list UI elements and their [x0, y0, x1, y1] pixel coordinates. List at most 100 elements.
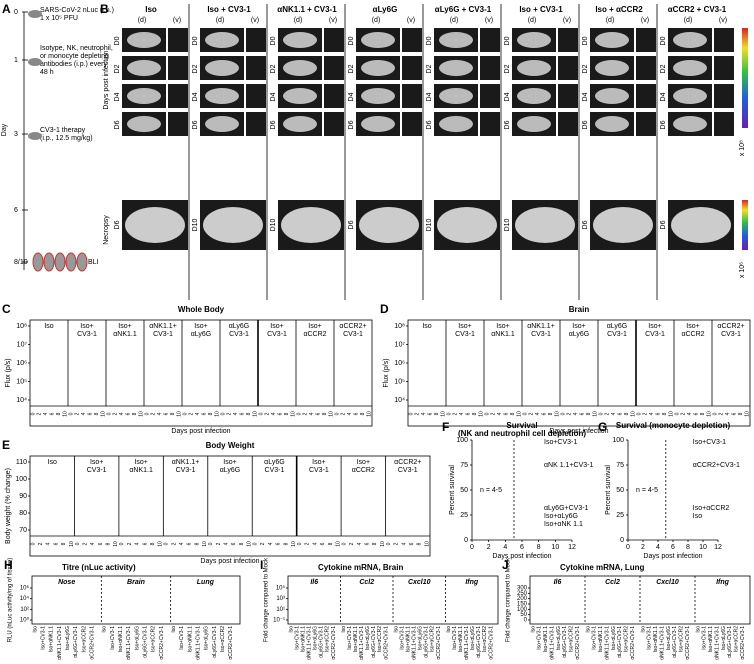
mouse-icon: [65, 252, 77, 272]
y-tick-label: 200: [517, 596, 528, 602]
x-tick-label: 0: [68, 412, 74, 415]
group-label: CV3-1: [531, 331, 551, 338]
mouse-body: [517, 32, 551, 48]
bli-image: [714, 56, 734, 80]
x-tick-label: Iso+αCCR2: [81, 626, 87, 652]
x-tick-label: αCCR2+CV3-1: [228, 626, 234, 660]
x-tick-label: 8: [283, 542, 289, 545]
x-tick-label: 8: [208, 412, 214, 415]
day-label: D4: [114, 92, 121, 101]
day-label: D6: [348, 120, 355, 129]
mouse-body: [127, 116, 161, 132]
x-tick-label: 6: [187, 542, 193, 545]
x-tick-label: 8: [106, 542, 112, 545]
view-label: (v): [719, 17, 727, 24]
group-label: Iso+: [118, 323, 131, 330]
x-tick-label: 6: [316, 412, 322, 415]
section-label: Ccl2: [605, 579, 620, 586]
day-label: D6: [582, 120, 589, 129]
group-label: CV3-1: [267, 331, 287, 338]
protocol-text: SARS-CoV-2 nLuc (i.n.): [40, 7, 114, 14]
day-label: D6: [660, 120, 667, 129]
x-tick-label: 6: [126, 412, 132, 415]
mouse-body: [361, 32, 395, 48]
mouse-body: [283, 60, 317, 76]
x-tick-label: 10: [478, 411, 484, 417]
x-tick-label: 10: [516, 411, 522, 417]
day-label: D0: [192, 36, 199, 45]
bli-image: [480, 112, 500, 136]
axis-label: Days post infection: [492, 553, 551, 560]
bli-image: [246, 112, 266, 136]
x-tick-label: Iso: [446, 626, 452, 633]
x-tick-label: 10: [138, 411, 144, 417]
scale-label: x 10⁶: [739, 262, 746, 278]
legend-label: Iso: [693, 513, 702, 520]
x-tick-label: αCCR2+CV3-1: [575, 626, 581, 660]
day-label: D6: [504, 120, 511, 129]
x-tick-label: Iso+αLy6G: [556, 626, 562, 650]
y-tick-label: 75: [616, 462, 624, 469]
group-label: αCCR2+: [717, 323, 744, 330]
group-title: Iso + CV3-1: [207, 5, 251, 14]
x-tick-label: αCCR2+CV3-1: [740, 626, 746, 660]
mouse-body: [361, 60, 395, 76]
group-label: αNK1.1+: [172, 459, 200, 466]
x-tick-label: 4: [401, 542, 407, 545]
x-tick-label: 4: [573, 412, 579, 415]
group-label: αNK1.1+: [527, 323, 555, 330]
x-tick-label: 0: [484, 412, 490, 415]
group-label: Iso+: [572, 323, 585, 330]
x-tick-label: 2: [487, 544, 491, 551]
y-tick-label: 50: [520, 612, 527, 618]
x-tick-label: αNK1.1+CV3-1: [359, 626, 365, 660]
x-tick-label: Iso: [393, 626, 399, 633]
x-tick-label: αNK1.1+CV3-1: [549, 626, 555, 660]
legend-label: Iso+CV3-1: [544, 439, 577, 446]
x-tick-label: 4: [81, 412, 87, 415]
group-label: αLy6G: [264, 459, 285, 466]
axis-label: Fold change compared to Mock: [264, 557, 270, 642]
x-tick-label: Iso+CV3-1: [452, 626, 458, 650]
x-tick-label: Iso+αNK1.1: [300, 626, 306, 653]
x-tick-label: 6: [504, 412, 510, 415]
view-label: (v): [173, 17, 181, 24]
x-tick-label: 0: [446, 412, 452, 415]
x-tick-label: 4: [43, 412, 49, 415]
panel-letter: E: [2, 438, 10, 452]
group-title: Iso + αCCR2: [595, 5, 643, 14]
bli-image: [402, 56, 422, 80]
x-tick-label: 6: [466, 412, 472, 415]
x-tick-label: Iso+αLy6G: [65, 626, 71, 650]
x-tick-label: 2: [643, 412, 649, 415]
y-tick-label: 50: [616, 487, 624, 494]
axis-label: Fold change compared to Mock: [506, 557, 512, 642]
group-label: CV3-1: [309, 467, 329, 474]
x-tick-label: 2: [491, 412, 497, 415]
x-tick-label: 8: [586, 412, 592, 415]
bli-image: [636, 112, 656, 136]
x-tick-label: Iso+CV3-1: [647, 626, 653, 650]
x-tick-label: 4: [309, 412, 315, 415]
x-tick-label: 2: [38, 542, 44, 545]
x-tick-label: 6: [240, 412, 246, 415]
x-tick-label: Iso+CV3-1: [537, 626, 543, 650]
x-tick-label: 0: [334, 412, 340, 415]
legend-label: αCCR2+CV3-1: [693, 462, 740, 469]
group-label: αCCR2: [303, 331, 326, 338]
x-tick-label: 4: [233, 412, 239, 415]
group-label: CV3-1: [87, 467, 107, 474]
x-tick-label: Iso+CV3-1: [179, 626, 185, 650]
x-tick-label: 0: [408, 412, 414, 415]
group-label: Iso+: [194, 323, 207, 330]
x-tick-label: 2: [681, 412, 687, 415]
x-tick-label: 10: [290, 411, 296, 417]
x-tick-label: αNK1.1+CV3-1: [307, 626, 313, 660]
y-tick-label: 250: [517, 591, 528, 597]
panel-letter: H: [4, 558, 13, 572]
x-tick-label: Iso+CV3-1: [40, 626, 46, 650]
mouse-icon: [28, 58, 42, 66]
y-tick-label: 10⁶: [16, 360, 27, 367]
x-tick-label: Iso+αLy6G: [611, 626, 617, 650]
view-label: (d): [606, 17, 615, 24]
